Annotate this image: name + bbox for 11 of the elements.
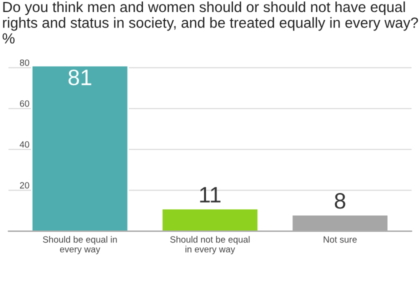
x-tick-label: Should be equal in every way xyxy=(42,236,117,254)
data-label: 8 xyxy=(334,193,346,209)
data-label: 11 xyxy=(200,187,220,202)
chart-title: Do you think men and women should or should not have equal rights and status in society, and be treated equally in every way? % xyxy=(2,1,418,44)
data-label: 81 xyxy=(68,70,92,86)
x-tick-label: Not sure xyxy=(324,236,357,243)
y-tick-label: 40 xyxy=(20,141,30,148)
x-tick-label: Should not be equal in every way xyxy=(170,236,250,254)
y-tick-label: 20 xyxy=(20,182,30,189)
y-tick-label: 80 xyxy=(20,59,30,66)
y-tick-label: 60 xyxy=(20,100,30,107)
